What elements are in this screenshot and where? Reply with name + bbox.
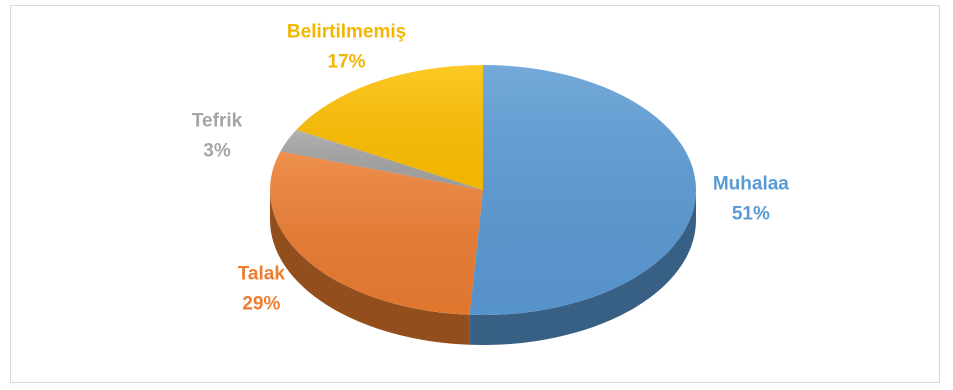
label-category-tefrik: Tefrik <box>192 110 243 131</box>
slice-shine-talak <box>270 151 483 315</box>
slice-side-muhalaa <box>469 190 696 345</box>
label-percent-tefrik: 3% <box>203 140 231 161</box>
slice-side-talak <box>270 190 470 345</box>
slice-shine-belirtilmemis <box>296 65 483 190</box>
slice-shine-muhalaa <box>469 65 696 315</box>
slice-shine-tefrik <box>280 129 483 190</box>
label-percent-belirtilmemis: 17% <box>328 52 366 73</box>
label-category-muhalaa: Muhalaa <box>713 173 789 194</box>
label-percent-muhalaa: 51% <box>732 203 770 224</box>
label-category-belirtilmemis: Belirtilmemiş <box>287 22 406 43</box>
label-percent-talak: 29% <box>242 294 280 315</box>
label-category-talak: Talak <box>238 264 286 285</box>
